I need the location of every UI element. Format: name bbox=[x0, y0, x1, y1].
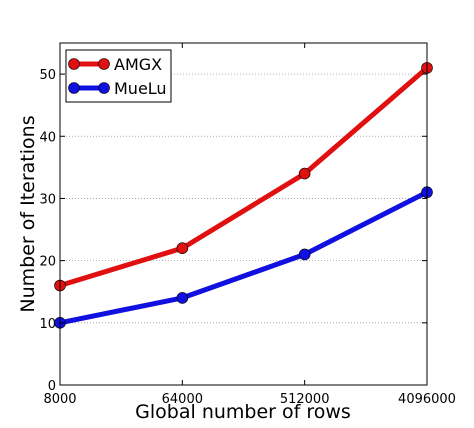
x-tick-label: 4096000 bbox=[398, 392, 456, 407]
legend-label-amgx: AMGX bbox=[114, 55, 162, 74]
data-point-muelu bbox=[298, 248, 311, 261]
data-point-muelu bbox=[176, 292, 189, 304]
legend-marker-muelu bbox=[68, 82, 80, 94]
y-tick-label: 50 bbox=[39, 68, 56, 83]
x-tick-label: 512000 bbox=[280, 392, 330, 407]
series-line-amgx bbox=[59, 66, 429, 288]
x-tick-label: 64000 bbox=[162, 392, 203, 407]
legend-label-muelu: MueLu bbox=[114, 79, 167, 98]
plot-frame bbox=[59, 42, 428, 386]
series-layer bbox=[54, 62, 433, 329]
data-point-amgx bbox=[176, 242, 189, 254]
y-tick-label: 20 bbox=[39, 255, 56, 270]
data-point-amgx bbox=[298, 167, 311, 180]
y-tick-label: 0 bbox=[48, 379, 56, 394]
y-tick-label: 10 bbox=[39, 317, 56, 332]
series-line-muelu bbox=[59, 189, 429, 326]
gridlines bbox=[60, 73, 427, 324]
legend-marker-amgx bbox=[98, 58, 110, 70]
y-tick-label: 40 bbox=[39, 130, 56, 145]
x-tick-label: 8000 bbox=[43, 392, 76, 407]
legend-box bbox=[65, 49, 172, 103]
x-axis: 8000 64000 512000 4096000 bbox=[43, 43, 456, 407]
y-axis: 0 10 20 30 40 50 bbox=[39, 68, 427, 394]
legend-marker-amgx bbox=[68, 58, 80, 70]
legend-marker-muelu bbox=[98, 82, 110, 94]
y-tick-label: 30 bbox=[39, 192, 56, 207]
legend: AMGX MueLu bbox=[65, 49, 172, 103]
y-axis-title: Number of Iterations bbox=[17, 115, 39, 312]
x-axis-title: Global number of rows bbox=[135, 401, 351, 423]
